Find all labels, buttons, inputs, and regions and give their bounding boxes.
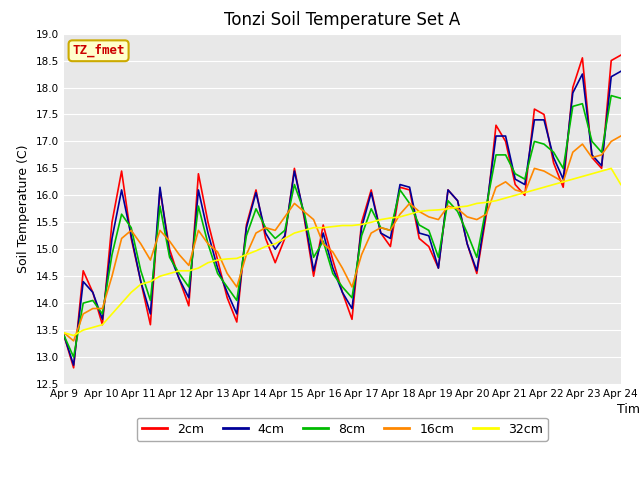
16cm: [60, 330, 68, 336]
Line: 4cm: 4cm: [64, 72, 621, 365]
16cm: [617, 133, 625, 139]
Text: TZ_fmet: TZ_fmet: [72, 44, 125, 58]
Line: 16cm: 16cm: [64, 136, 621, 341]
32cm: [358, 222, 365, 228]
32cm: [607, 166, 615, 171]
16cm: [473, 216, 481, 222]
8cm: [89, 298, 97, 303]
16cm: [214, 249, 221, 255]
16cm: [127, 228, 135, 233]
X-axis label: Time: Time: [616, 403, 640, 416]
8cm: [214, 271, 221, 276]
4cm: [617, 69, 625, 74]
32cm: [473, 201, 481, 206]
2cm: [127, 236, 135, 241]
4cm: [60, 333, 68, 338]
4cm: [89, 289, 97, 295]
Y-axis label: Soil Temperature (C): Soil Temperature (C): [17, 144, 30, 273]
16cm: [358, 252, 365, 257]
16cm: [156, 228, 164, 233]
Line: 32cm: 32cm: [64, 168, 621, 336]
Legend: 2cm, 4cm, 8cm, 16cm, 32cm: 2cm, 4cm, 8cm, 16cm, 32cm: [137, 418, 548, 441]
32cm: [89, 324, 97, 330]
8cm: [358, 233, 365, 239]
16cm: [89, 306, 97, 312]
4cm: [156, 184, 164, 190]
32cm: [617, 181, 625, 187]
2cm: [89, 289, 97, 295]
32cm: [214, 257, 221, 263]
8cm: [70, 354, 77, 360]
4cm: [358, 225, 365, 230]
32cm: [156, 273, 164, 279]
2cm: [358, 219, 365, 225]
4cm: [127, 233, 135, 239]
8cm: [127, 225, 135, 230]
8cm: [60, 333, 68, 338]
32cm: [70, 333, 77, 338]
16cm: [70, 338, 77, 344]
4cm: [473, 268, 481, 274]
2cm: [473, 271, 481, 276]
8cm: [156, 203, 164, 209]
8cm: [607, 93, 615, 98]
Title: Tonzi Soil Temperature Set A: Tonzi Soil Temperature Set A: [224, 11, 461, 29]
2cm: [214, 257, 221, 263]
4cm: [214, 265, 221, 271]
2cm: [60, 333, 68, 338]
8cm: [617, 96, 625, 101]
Line: 2cm: 2cm: [64, 55, 621, 368]
Line: 8cm: 8cm: [64, 96, 621, 357]
32cm: [60, 330, 68, 336]
32cm: [127, 289, 135, 295]
4cm: [70, 362, 77, 368]
8cm: [473, 254, 481, 260]
2cm: [70, 365, 77, 371]
2cm: [617, 52, 625, 58]
2cm: [156, 187, 164, 193]
